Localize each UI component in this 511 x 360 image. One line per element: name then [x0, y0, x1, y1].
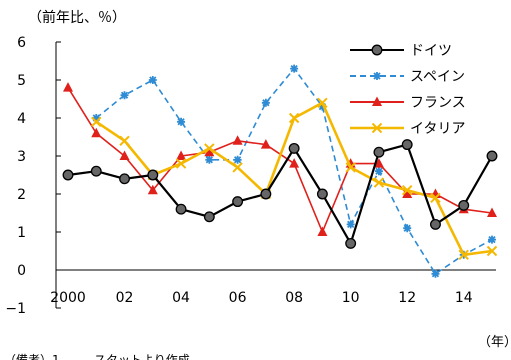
legend-label: ドイツ	[410, 43, 452, 59]
legend-label: スペイン	[410, 69, 465, 85]
y-tick-label: 4	[17, 111, 26, 127]
data-point	[486, 245, 498, 257]
x-tick-label: 02	[116, 290, 134, 306]
data-point	[401, 139, 413, 151]
data-point	[288, 142, 300, 154]
data-point	[401, 184, 413, 196]
data-point	[233, 155, 242, 164]
data-point	[345, 162, 356, 173]
data-point	[345, 237, 357, 249]
data-point	[120, 91, 129, 100]
legend-item: ドイツ	[350, 43, 452, 59]
series-layer	[62, 64, 498, 278]
x-tick-label: 14	[455, 290, 473, 306]
data-point	[91, 127, 102, 138]
data-point	[92, 114, 101, 122]
data-point	[63, 82, 73, 92]
data-point	[318, 102, 327, 111]
x-tick-label: 08	[285, 290, 303, 306]
data-point	[290, 64, 299, 73]
data-point	[232, 135, 243, 145]
legend-item: フランス	[350, 95, 466, 111]
y-tick-label: 2	[17, 187, 26, 203]
footnote: （備考）1. ... ...スタットより作成	[4, 352, 190, 360]
data-point	[373, 158, 384, 168]
data-point	[176, 150, 187, 160]
data-point	[91, 116, 102, 128]
data-point	[288, 112, 300, 124]
data-point	[488, 235, 496, 244]
y-tick-label: 1	[17, 225, 26, 241]
x-tick-label: 06	[229, 290, 247, 306]
data-point	[458, 199, 470, 211]
data-point	[232, 196, 244, 208]
x-tick-label: 04	[172, 290, 190, 306]
data-point	[487, 207, 497, 217]
legend-item: イタリア	[350, 121, 465, 137]
data-point	[373, 146, 385, 158]
data-point	[458, 249, 469, 261]
legend-label: フランス	[410, 95, 466, 111]
y-tick-label: 0	[17, 263, 26, 279]
data-point	[148, 76, 157, 84]
data-point	[175, 203, 187, 215]
data-point	[372, 96, 382, 106]
data-point	[316, 188, 328, 200]
data-point	[371, 44, 383, 56]
data-point	[373, 177, 385, 188]
series-line	[67, 143, 493, 245]
y-tick-label: 5	[17, 73, 26, 89]
data-point	[232, 162, 243, 173]
data-point	[119, 135, 130, 147]
series-1	[62, 139, 498, 249]
x-tick-label: 2000	[50, 290, 86, 306]
data-point	[373, 72, 381, 80]
y-tick-label: −1	[5, 301, 26, 317]
data-point	[402, 188, 413, 198]
data-point	[430, 218, 441, 230]
data-point	[374, 167, 383, 176]
data-point	[486, 150, 498, 162]
data-point	[147, 169, 159, 181]
y-unit-label: （前年比、％）	[28, 9, 126, 26]
data-point	[371, 122, 383, 134]
data-point	[346, 220, 355, 229]
x-tick-label: 10	[342, 290, 360, 306]
x-tick-label: 12	[398, 290, 416, 306]
data-point	[203, 211, 215, 223]
x-axis-label: （年）	[478, 335, 511, 350]
data-point	[289, 158, 300, 168]
data-point	[431, 269, 440, 278]
data-point	[204, 143, 215, 154]
y-tick-label: 6	[17, 35, 26, 51]
y-tick-label: 3	[17, 149, 26, 165]
data-point	[205, 155, 214, 164]
data-point	[317, 97, 328, 109]
data-point	[147, 184, 158, 195]
data-point	[261, 98, 270, 107]
data-point	[90, 165, 102, 177]
data-point	[177, 117, 186, 126]
data-point	[260, 139, 271, 149]
data-point	[430, 192, 441, 204]
data-point	[175, 158, 187, 169]
data-point	[119, 150, 130, 160]
data-point	[403, 224, 412, 233]
data-point	[62, 169, 74, 181]
legend-label: イタリア	[410, 121, 465, 137]
data-point	[119, 173, 130, 185]
data-point	[317, 226, 328, 236]
data-point	[260, 188, 272, 200]
data-point	[204, 146, 215, 157]
legend-item: スペイン	[350, 69, 465, 85]
